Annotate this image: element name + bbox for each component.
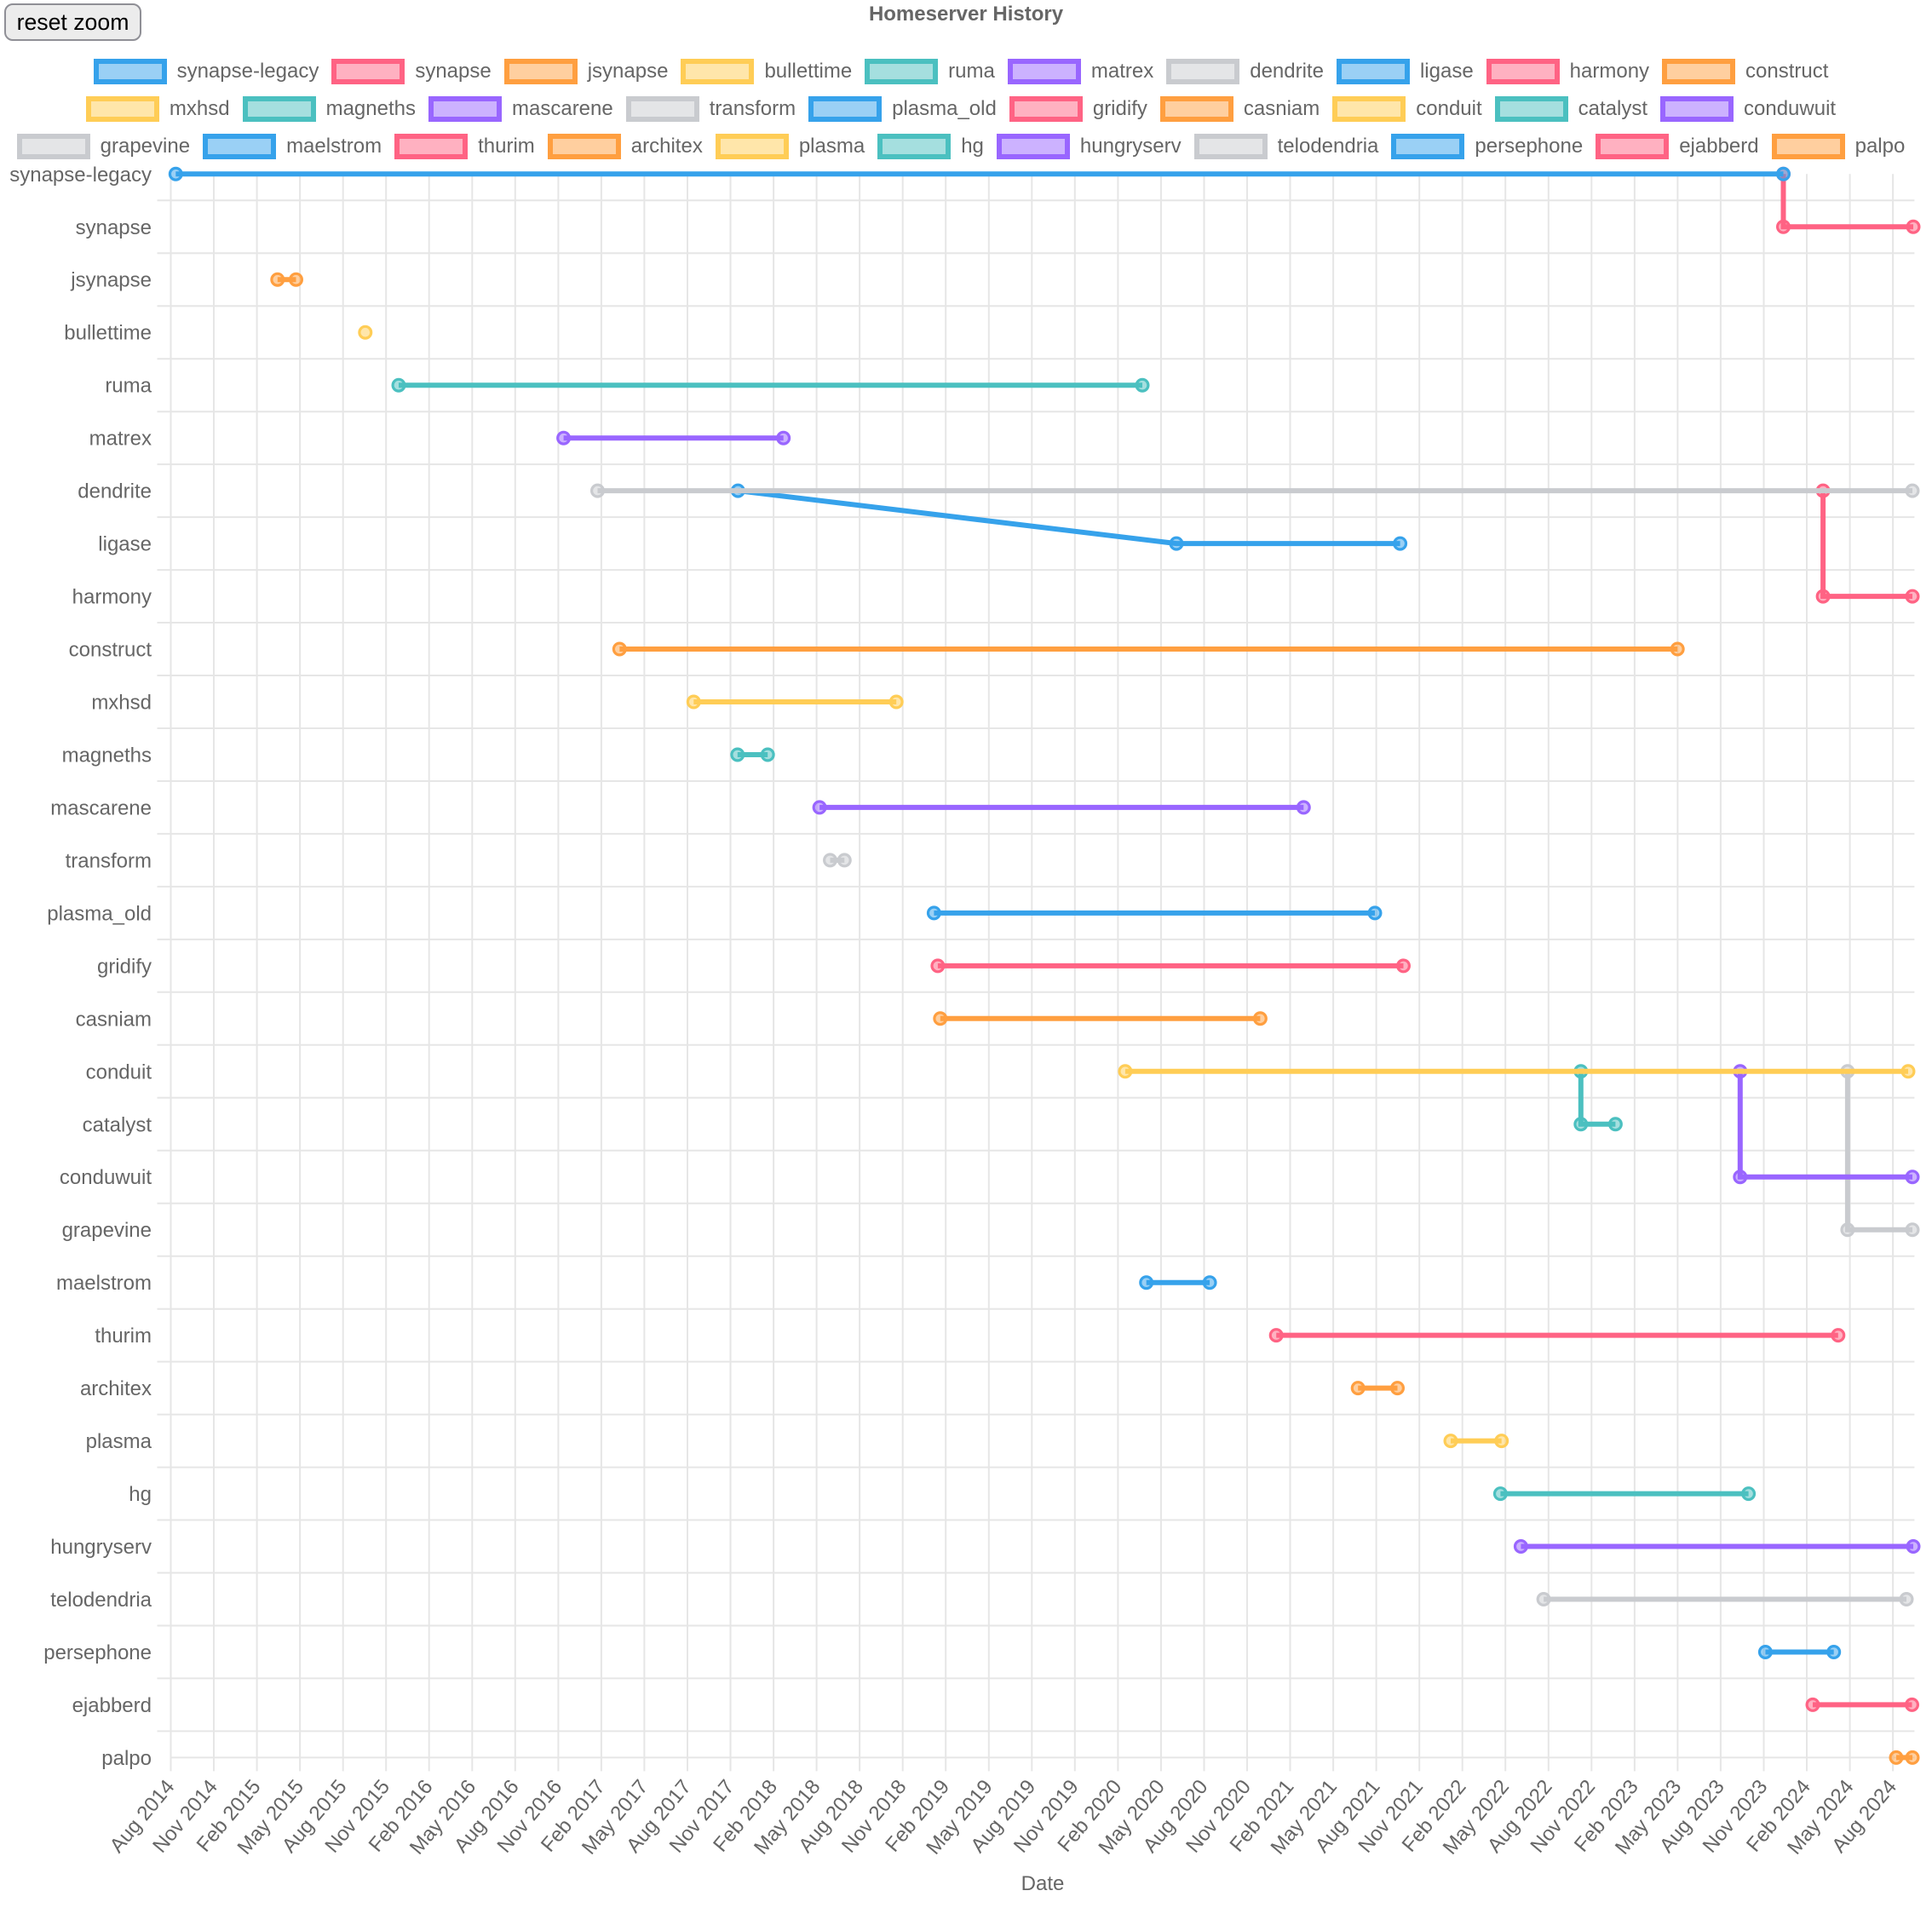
svg-text:magneths: magneths [62,744,152,767]
svg-text:conduwuit: conduwuit [60,1166,152,1189]
svg-text:casniam: casniam [76,1008,152,1031]
svg-text:transform: transform [66,849,152,872]
svg-text:construct: construct [69,639,152,662]
svg-text:grapevine: grapevine [62,1219,152,1242]
svg-text:synapse: synapse [76,216,152,239]
svg-text:mxhsd: mxhsd [91,692,152,715]
svg-text:bullettime: bullettime [64,322,152,345]
svg-text:harmony: harmony [72,586,152,609]
svg-text:matrex: matrex [89,428,152,451]
svg-text:conduit: conduit [86,1060,152,1083]
svg-text:Date: Date [1021,1872,1065,1895]
svg-text:plasma_old: plasma_old [47,902,152,925]
svg-text:catalyst: catalyst [83,1113,152,1136]
svg-text:dendrite: dendrite [78,480,152,503]
svg-text:ejabberd: ejabberd [72,1694,152,1717]
svg-text:synapse-legacy: synapse-legacy [9,164,152,187]
svg-text:architex: architex [80,1377,152,1400]
svg-text:hungryserv: hungryserv [50,1536,152,1559]
svg-text:plasma: plasma [86,1430,152,1453]
svg-text:ligase: ligase [98,533,152,556]
svg-text:gridify: gridify [97,955,152,978]
svg-text:ruma: ruma [105,375,152,398]
svg-text:telodendria: telodendria [50,1589,152,1612]
svg-text:persephone: persephone [43,1641,152,1664]
svg-text:hg: hg [129,1483,152,1506]
svg-text:jsynapse: jsynapse [70,269,152,292]
svg-text:mascarene: mascarene [50,796,152,819]
svg-text:thurim: thurim [95,1325,152,1348]
svg-text:maelstrom: maelstrom [56,1272,152,1295]
svg-text:palpo: palpo [101,1747,152,1770]
